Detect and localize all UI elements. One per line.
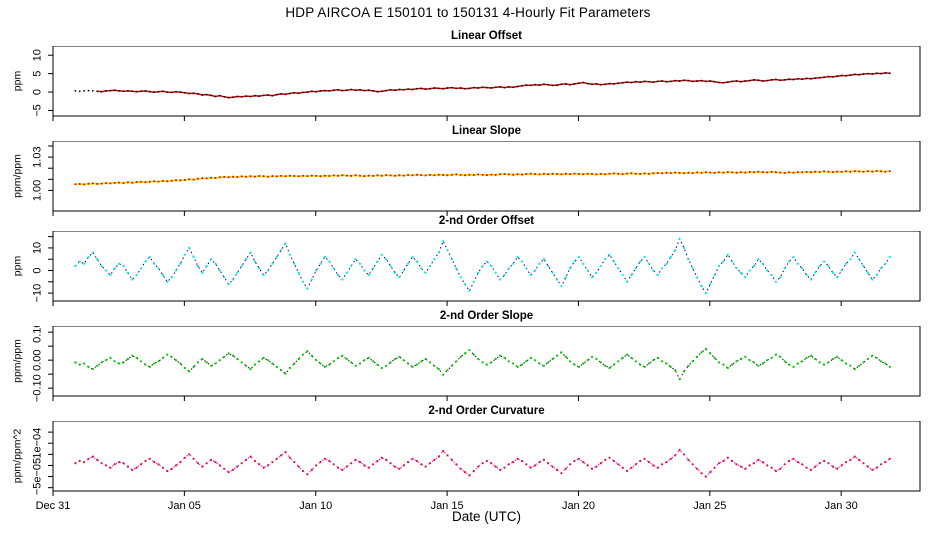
y-tick-label: −5 (32, 104, 44, 117)
y-axis-title-2-nd-order-slope: ppm/ppm (12, 339, 24, 383)
x-tick-label: Jan 20 (562, 500, 595, 512)
x-tick-label: Jan 15 (431, 500, 464, 512)
series-points-linear-offset (74, 72, 891, 99)
y-tick-label: 0 (32, 267, 44, 273)
y-tick-label: 1.00 (32, 180, 44, 201)
x-tick-label: Jan 10 (299, 500, 332, 512)
series-line-linear-offset (97, 72, 890, 99)
figure-title: HDP AIRCOA E 150101 to 150131 4-Hourly F… (285, 5, 651, 20)
y-tick-label: 1.03 (32, 146, 44, 167)
y-axis-title-linear-slope: ppm/ppm (12, 154, 24, 198)
plot-svg-2-nd-order-offset: 10 0 −10 ppm (12, 231, 921, 306)
panel-box-2-nd-order-slope (52, 326, 921, 397)
x-tick-label: Dec 31 (36, 500, 71, 512)
x-axis-label: Date (UTC) (451, 509, 521, 524)
x-tick-label: Jan 25 (693, 500, 726, 512)
panel-title-linear-slope: Linear Slope (451, 125, 522, 137)
x-tick-label: Jan 30 (825, 500, 858, 512)
panel-box-2-nd-order-offset (52, 231, 921, 302)
panel-box-linear-slope (52, 141, 921, 212)
plot-svg-2-nd-order-slope: 0.10 0.00 −0.10 ppm/ppm (12, 326, 921, 402)
series-points-linear-slope (74, 170, 891, 186)
panel-box-linear-offset (52, 46, 921, 117)
y-tick-label: 5 (32, 71, 44, 77)
y-tick-label: 10 (32, 49, 44, 61)
y-tick-label: 0 (32, 89, 44, 95)
y-axis-title-2-nd-order-curvature: ppm/ppm^2 (12, 429, 24, 484)
series-line-2-nd-order-slope (75, 348, 891, 381)
panel-title-2-nd-order-curvature: 2-nd Order Curvature (428, 405, 545, 417)
y-tick-label: −0.10 (32, 374, 44, 402)
y-tick-label: −10 (31, 284, 43, 303)
panel-title-linear-offset: Linear Offset (451, 30, 522, 42)
panel-title-2-nd-order-offset: 2-nd Order Offset (438, 215, 535, 227)
series-points-2-nd-order-offset (74, 237, 891, 295)
plot-svg-2-nd-order-curvature: 1e−04−5e−05 ppm/ppm^2 Dec 31 Jan 05 Jan 10 Ja… (12, 421, 921, 512)
plot-svg-linear-slope: 1.03 1.00 ppm/ppm (12, 141, 921, 216)
panel-title-2-nd-order-slope: 2-nd Order Slope (439, 310, 534, 322)
x-tick-label: Jan 05 (168, 500, 201, 512)
series-points-2-nd-order-slope (74, 347, 891, 381)
y-tick-label: 10 (32, 242, 44, 254)
y-tick-label: −5e−05 (32, 458, 44, 495)
y-axis-title-2-nd-order-offset: ppm (12, 256, 24, 277)
y-tick-label: 0.10 (32, 326, 44, 343)
y-tick-label: 0.00 (32, 349, 44, 370)
y-axis-title-linear-offset: ppm (12, 71, 24, 92)
y-tick-label: 1e−04 (32, 428, 44, 459)
plot-svg-linear-offset: 10 5 0 −5 ppm (12, 46, 921, 121)
panel-box-2-nd-order-curvature (52, 421, 921, 492)
series-points-2-nd-order-curvature (74, 448, 891, 478)
